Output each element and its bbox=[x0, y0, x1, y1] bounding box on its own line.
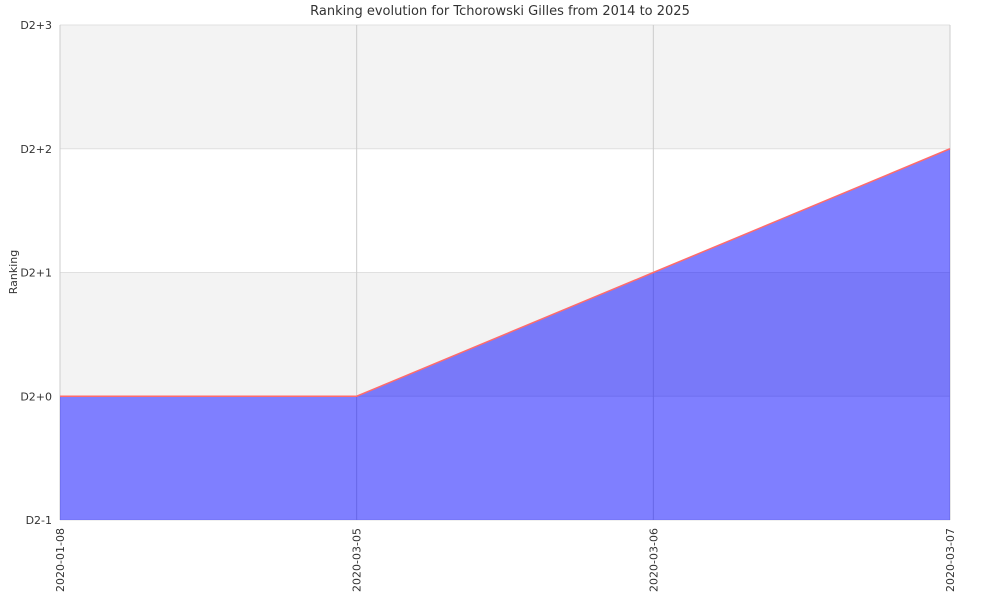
y-axis-label: Ranking bbox=[7, 250, 20, 295]
background-band bbox=[60, 25, 950, 149]
y-axis-ticks: D2-1 D2+0 D2+1 D2+2 D2+3 bbox=[20, 19, 52, 527]
x-tick-label: 2020-03-05 bbox=[351, 528, 364, 592]
y-tick-label: D2+3 bbox=[20, 19, 52, 32]
x-axis-ticks: 2020-01-08 2020-03-05 2020-03-06 2020-03-07 bbox=[54, 528, 957, 592]
y-tick-label: D2+1 bbox=[20, 267, 52, 280]
x-tick-label: 2020-03-06 bbox=[647, 528, 660, 592]
y-tick-label: D2+2 bbox=[20, 143, 52, 156]
y-tick-label: D2-1 bbox=[26, 514, 52, 527]
x-tick-label: 2020-03-07 bbox=[944, 528, 957, 592]
x-tick-label: 2020-01-08 bbox=[54, 528, 67, 592]
series-line bbox=[60, 148, 951, 397]
y-tick-label: D2+0 bbox=[20, 390, 52, 403]
chart-title: Ranking evolution for Tchorowski Gilles … bbox=[310, 4, 690, 19]
area-series bbox=[59, 148, 951, 520]
